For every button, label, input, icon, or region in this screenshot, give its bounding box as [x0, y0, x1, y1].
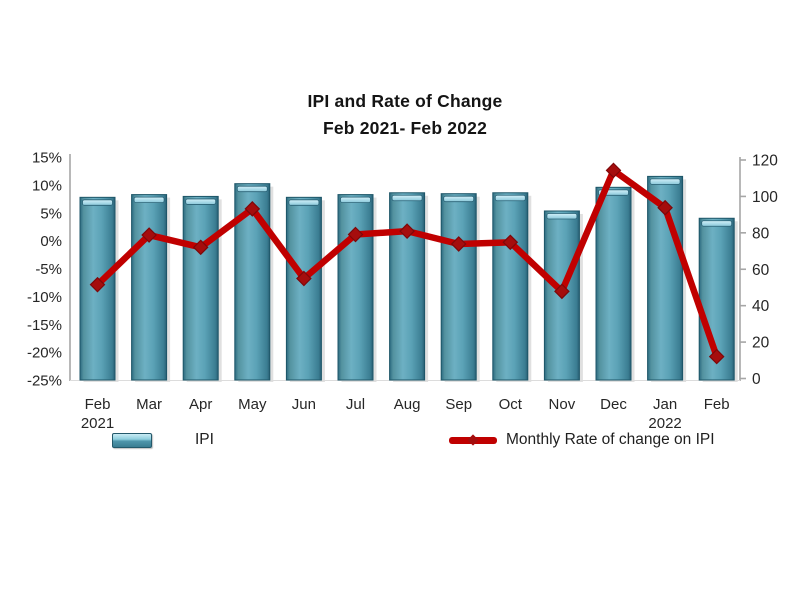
bar-oct	[492, 192, 529, 381]
line-marker-may	[244, 200, 261, 217]
line-marker-jul	[347, 226, 364, 243]
line-marker-jan	[657, 199, 673, 216]
chart-title-line2: Feb 2021- Feb 2022	[322, 118, 488, 138]
left-axis-tick-label: -15%	[27, 317, 62, 334]
right-axis-tick-label: 100	[752, 189, 778, 206]
bar-top-highlight	[288, 199, 320, 206]
line-marker-oct	[502, 234, 519, 251]
month-label-aug: Aug	[394, 396, 421, 413]
legend-item-rate-of-change: Monthly Rate of change on IPI	[449, 431, 715, 449]
bar-top-highlight	[494, 194, 526, 202]
left-axis-tick-label: 0%	[40, 233, 62, 250]
bar-top-highlight	[546, 213, 578, 220]
bar-jun	[285, 196, 322, 381]
legend-ipi-label: IPI	[195, 431, 214, 448]
bar-nov	[543, 210, 580, 381]
month-label-feb: Feb	[85, 396, 111, 413]
line-marker-feb	[89, 276, 106, 293]
legend-item-ipi: IPI	[112, 431, 214, 449]
legend-rate-line-swatch-icon	[449, 434, 497, 446]
left-axis-tick-label: 15%	[32, 150, 62, 167]
month-label-may: May	[238, 396, 267, 413]
month-label-nov: Nov	[549, 396, 576, 413]
right-axis-tick-label: 80	[752, 225, 770, 242]
right-axis-tick-label: 20	[752, 335, 770, 352]
line-marker-feb	[708, 348, 725, 365]
month-label-apr: Apr	[189, 396, 212, 413]
line-marker-sep	[450, 236, 467, 252]
month-label-jan: Jan	[653, 396, 677, 413]
bar-top-highlight	[133, 196, 165, 203]
bar-mar	[131, 194, 168, 381]
bar-top-highlight	[649, 178, 681, 185]
month-label-feb: Feb	[704, 396, 730, 413]
bar-top-highlight	[701, 220, 733, 227]
year-label-2022: 2022	[648, 415, 681, 432]
right-axis-tick-label: 60	[752, 262, 770, 279]
line-marker-jun	[296, 270, 312, 287]
bar-top-highlight	[82, 199, 113, 206]
left-axis-tick-label: -25%	[27, 373, 62, 390]
year-label-2021: 2021	[81, 415, 114, 432]
line-marker-nov	[554, 283, 570, 300]
left-axis-tick-label: -20%	[27, 345, 62, 362]
left-axis-tick-label: -10%	[27, 289, 62, 306]
legend-rate-label: Monthly Rate of change on IPI	[506, 431, 715, 448]
month-label-sep: Sep	[445, 396, 472, 413]
line-marker-aug	[399, 223, 415, 239]
bar-dec	[595, 186, 632, 381]
bar-top-highlight	[185, 198, 217, 205]
chart-title: IPI and Rate of Change Feb 2021- Feb 202…	[100, 88, 710, 142]
chart-title-line1: IPI and Rate of Change	[307, 91, 503, 111]
bar-aug	[389, 192, 426, 381]
bar-jul	[337, 194, 374, 381]
right-axis-tick-label: 40	[752, 298, 770, 315]
month-label-jul: Jul	[346, 396, 365, 413]
bar-top-highlight	[391, 194, 423, 202]
month-label-jun: Jun	[292, 396, 316, 413]
line-marker-mar	[141, 227, 157, 243]
bar-top-highlight	[236, 185, 268, 193]
bar-apr	[182, 195, 219, 381]
right-axis-tick-label: 120	[752, 153, 778, 170]
left-axis-tick-label: 10%	[32, 177, 62, 194]
legend-ipi-bar-swatch-icon	[112, 432, 152, 448]
bar-top-highlight	[443, 195, 475, 203]
legend-diamond-marker-icon	[467, 434, 479, 446]
bar-top-highlight	[340, 196, 371, 203]
right-axis-tick-label: 0	[752, 371, 761, 388]
left-axis-tick-label: -5%	[35, 261, 62, 278]
month-label-mar: Mar	[136, 396, 162, 413]
month-label-oct: Oct	[499, 396, 523, 413]
bar-sep	[440, 193, 477, 381]
line-marker-dec	[605, 162, 622, 179]
left-axis-tick-label: 5%	[40, 205, 62, 222]
line-marker-apr	[192, 239, 209, 256]
month-label-dec: Dec	[600, 396, 627, 413]
